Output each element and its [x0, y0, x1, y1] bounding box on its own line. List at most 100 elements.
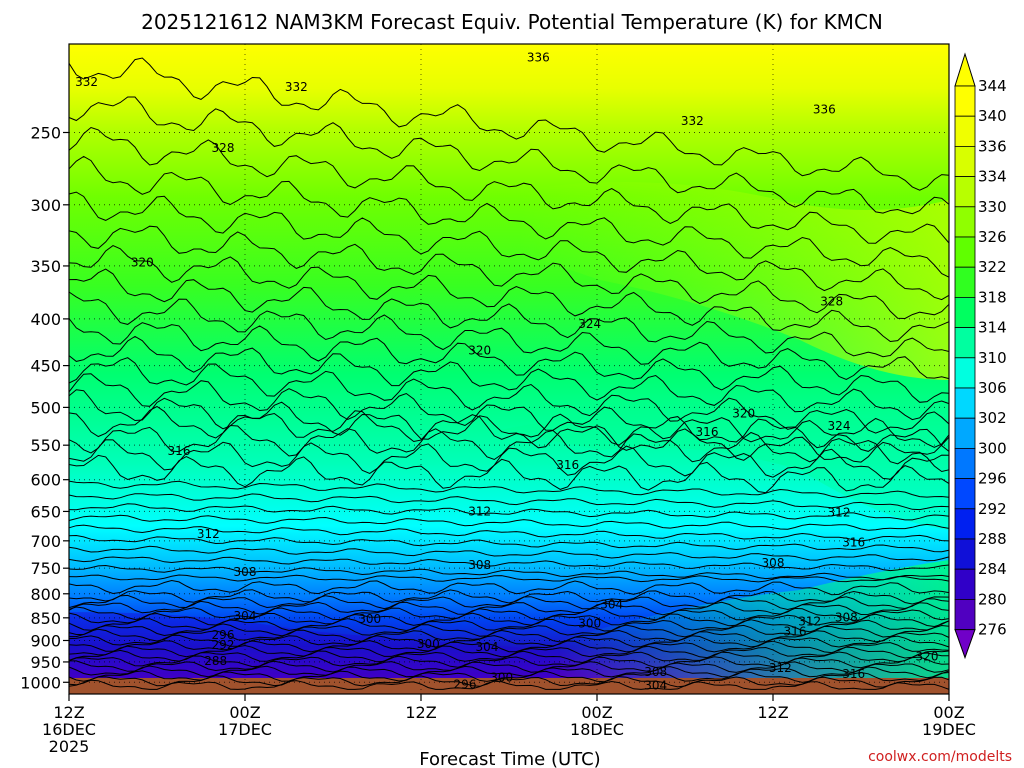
contour-label: 320 — [732, 407, 755, 421]
contour-line — [68, 649, 950, 664]
colorbar-segment — [954, 85, 976, 117]
y-tick-label: 900 — [30, 631, 61, 650]
y-tick-label: 550 — [30, 436, 61, 455]
contour-label: 332 — [75, 75, 98, 89]
colorbar-label: 300 — [978, 439, 1007, 457]
contour-label: 308 — [234, 565, 257, 579]
contour-line — [68, 405, 950, 449]
x-tick-label: 2025 — [49, 737, 90, 756]
contour-label: 332 — [681, 114, 704, 128]
x-tick-label: 19DEC — [922, 720, 976, 739]
x-axis-label: Forecast Time (UTC) — [419, 749, 600, 768]
contour-line — [68, 96, 950, 215]
colorbar-segment — [954, 478, 976, 510]
contour-label: 312 — [828, 506, 851, 520]
colorbar: 344 340 336 334 330 326 322 318 314 310 306 302 300 2… — [954, 52, 1007, 660]
contour-label: 316 — [556, 458, 579, 472]
contour-line — [68, 574, 950, 583]
contour-line — [68, 191, 950, 301]
contour-label: 308 — [644, 665, 667, 679]
x-tick-label: 16DEC — [42, 720, 96, 739]
contour-line — [68, 545, 950, 562]
contour-label: 316 — [842, 536, 865, 550]
contour-label: 300 — [358, 612, 381, 626]
colorbar-label: 296 — [978, 470, 1007, 488]
contour-label: 316 — [696, 425, 719, 439]
contour-label: 336 — [813, 103, 836, 117]
x-tick-label: 00Z — [581, 703, 612, 722]
y-tick-label: 850 — [30, 609, 61, 628]
contour-line — [68, 480, 950, 499]
colorbar-segment — [954, 599, 976, 631]
colorbar-label: 310 — [978, 349, 1007, 367]
y-tick-label: 350 — [30, 257, 61, 276]
x-tick-label: 18DEC — [570, 720, 624, 739]
contour-label: 320 — [916, 649, 939, 663]
colorbar-label: 292 — [978, 500, 1007, 518]
y-tick-label: 700 — [30, 532, 61, 551]
x-tick-label: 00Z — [933, 703, 964, 722]
y-tick-label: 300 — [30, 196, 61, 215]
contour-line — [68, 291, 950, 380]
contour-line — [68, 126, 950, 244]
colorbar-segment — [954, 327, 976, 359]
contour-label: 336 — [527, 51, 550, 65]
credit-text: coolwx.com/modelts — [868, 749, 1012, 765]
x-tick-label: 12Z — [757, 703, 788, 722]
y-tick-label: 1000 — [20, 673, 61, 692]
x-tick-label: 12Z — [405, 703, 436, 722]
x-tick-label: 00Z — [229, 703, 260, 722]
contour-label: 304 — [476, 640, 499, 654]
contour-label: 324 — [828, 419, 851, 433]
y-tick-label: 450 — [30, 357, 61, 376]
contour-label: 320 — [131, 256, 154, 270]
colorbar-label: 284 — [978, 560, 1007, 578]
contour-label: 304 — [600, 598, 623, 612]
colorbar-segment — [954, 176, 976, 208]
contour-line — [69, 660, 950, 673]
contour-line — [68, 57, 950, 191]
contour-line — [68, 579, 950, 596]
contour-line — [68, 439, 950, 480]
contour-label: 312 — [769, 661, 792, 675]
colorbar-segment — [954, 417, 976, 449]
colorbar-label: 280 — [978, 590, 1007, 608]
contour-line — [68, 225, 950, 320]
colorbar-label: 314 — [978, 319, 1007, 337]
contour-label: 324 — [578, 317, 601, 331]
contour-line — [68, 318, 950, 403]
colorbar-segment — [954, 145, 976, 177]
contour-label: 312 — [197, 527, 220, 541]
contour-label: 288 — [204, 654, 227, 668]
contour-line — [68, 524, 950, 542]
colorbar-segment — [954, 447, 976, 479]
colorbar-segment — [954, 357, 976, 389]
contour-line — [68, 503, 950, 521]
contour-line — [68, 655, 950, 669]
colorbar-segment — [954, 538, 976, 570]
contour-label: 328 — [820, 295, 843, 309]
colorbar-label: 276 — [978, 621, 1007, 639]
contour-line — [68, 268, 950, 358]
contour-line — [68, 424, 950, 465]
colorbar-label: 326 — [978, 228, 1007, 246]
contour-line — [68, 357, 950, 434]
colorbar-label: 322 — [978, 258, 1007, 276]
contour-label: 296 — [454, 677, 477, 691]
contour-label: 292 — [212, 638, 235, 652]
colorbar-segment — [954, 206, 976, 238]
y-tick-label: 950 — [30, 653, 61, 672]
contour-line — [68, 556, 950, 572]
contour-line — [68, 454, 950, 494]
chart-title: 2025121612 NAM3KM Forecast Equiv. Potent… — [141, 10, 883, 34]
colorbar-label: 330 — [978, 198, 1007, 216]
y-tick-label: 500 — [30, 398, 61, 417]
contour-line — [68, 245, 950, 343]
contour-line — [68, 634, 950, 648]
y-tick-label: 600 — [30, 471, 61, 490]
colorbar-top-arrow — [954, 52, 976, 87]
contour-line — [69, 628, 950, 643]
y-tick-label: 750 — [30, 559, 61, 578]
colorbar-segment — [954, 568, 976, 600]
